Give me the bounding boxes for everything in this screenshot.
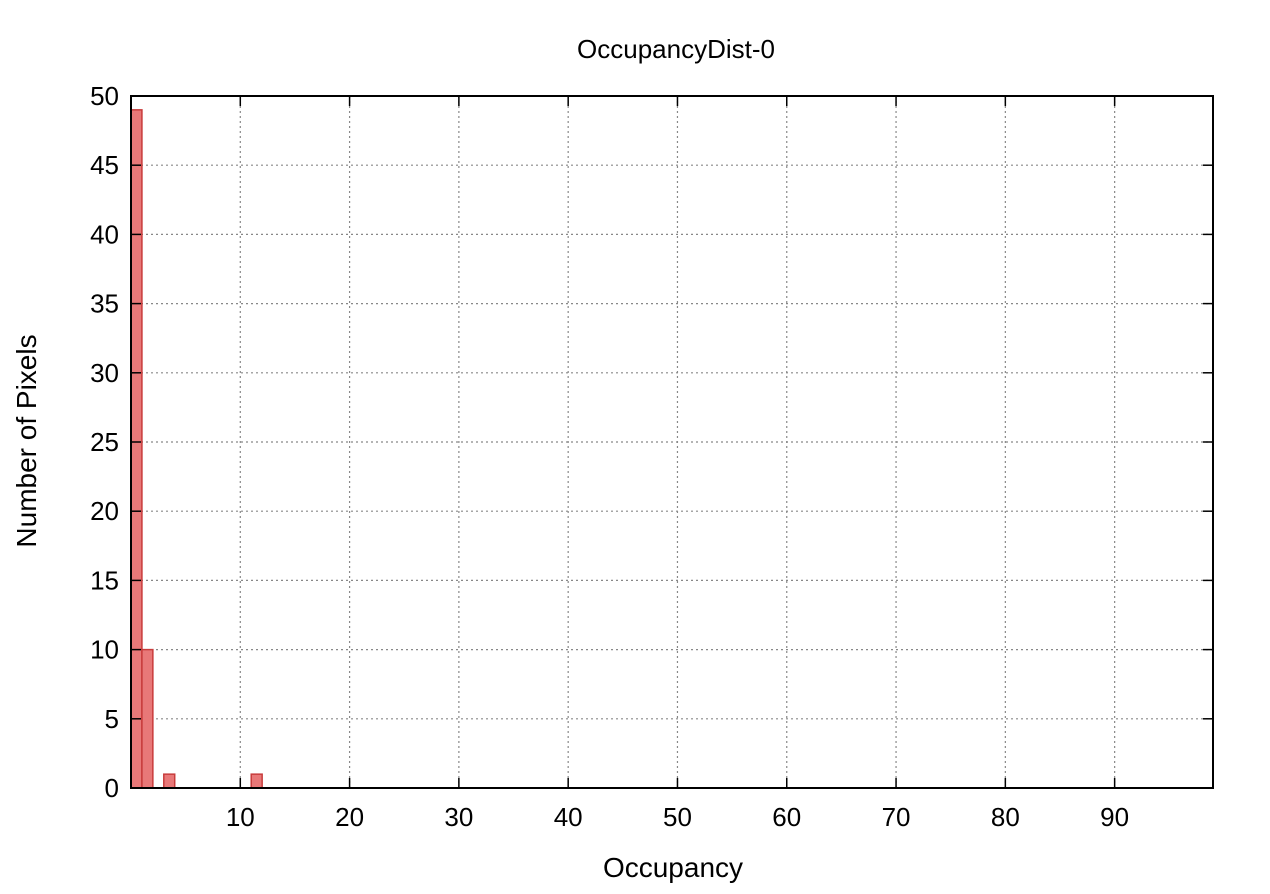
x-tick-label: 10 xyxy=(226,802,255,832)
x-tick-label: 30 xyxy=(444,802,473,832)
x-axis-title: Occupancy xyxy=(603,852,743,883)
y-tick-label: 10 xyxy=(90,635,119,665)
x-tick-label: 90 xyxy=(1100,802,1129,832)
grid-layer xyxy=(131,96,1213,788)
x-tick-label: 60 xyxy=(772,802,801,832)
y-tick-label: 20 xyxy=(90,496,119,526)
tick-label-layer: 0 5 10 15 20 25 30 35 40 45 50 10 20 30 40 50 60 70 80 90 xyxy=(90,81,1129,832)
histogram-bar xyxy=(130,109,143,789)
histogram-bar xyxy=(250,773,263,789)
y-tick-label: 45 xyxy=(90,150,119,180)
y-tick-label: 5 xyxy=(105,704,119,734)
y-axis-title: Number of Pixels xyxy=(11,334,42,547)
histogram-bar xyxy=(141,648,154,789)
x-tick-label: 50 xyxy=(663,802,692,832)
y-tick-label: 30 xyxy=(90,358,119,388)
y-tick-label: 0 xyxy=(105,773,119,803)
chart-title: OccupancyDist-0 xyxy=(577,34,775,64)
x-tick-label: 40 xyxy=(554,802,583,832)
y-tick-label: 40 xyxy=(90,219,119,249)
histogram-bar xyxy=(163,773,176,789)
bar-layer xyxy=(130,109,263,789)
x-tick-label: 20 xyxy=(335,802,364,832)
y-tick-label: 15 xyxy=(90,565,119,595)
y-tick-label: 25 xyxy=(90,427,119,457)
y-tick-label: 35 xyxy=(90,289,119,319)
y-tick-label: 50 xyxy=(90,81,119,111)
x-tick-label: 80 xyxy=(991,802,1020,832)
x-tick-label: 70 xyxy=(882,802,911,832)
tick-layer xyxy=(131,95,1213,789)
